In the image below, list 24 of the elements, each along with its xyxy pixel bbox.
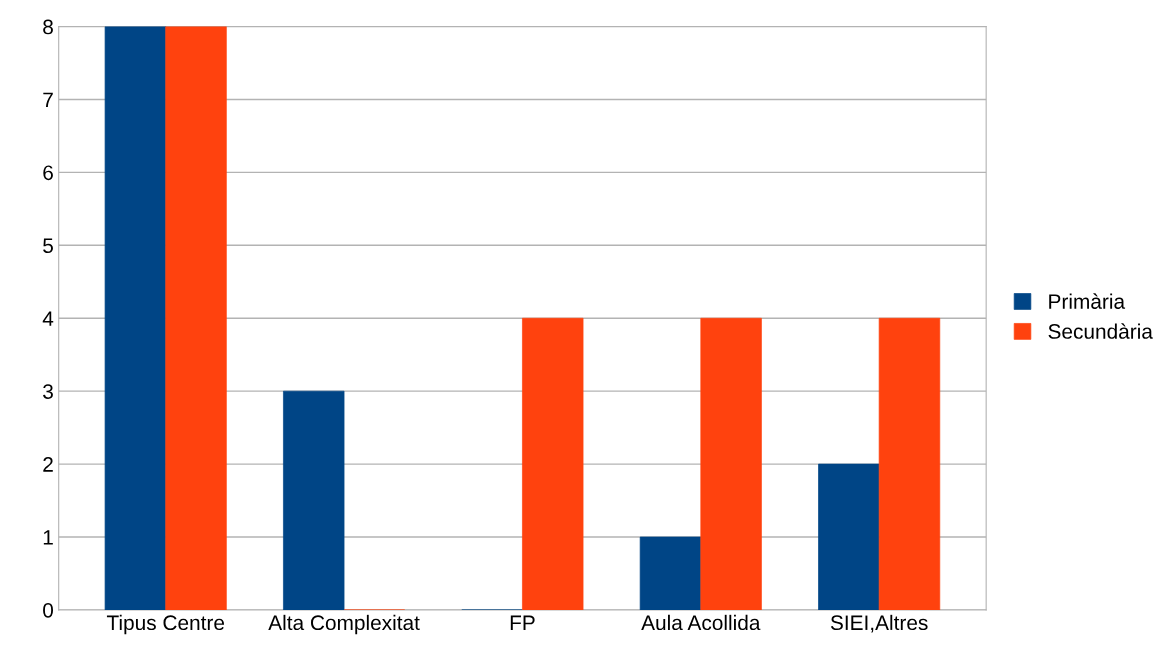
y-tick-label: 3 xyxy=(43,384,53,399)
y-tick-label: 6 xyxy=(43,165,53,181)
bar xyxy=(522,317,584,610)
bar xyxy=(700,317,762,610)
bar xyxy=(283,390,345,610)
y-tick-label: 0 xyxy=(43,602,54,618)
bar xyxy=(104,26,167,610)
x-tick-label: FP xyxy=(510,615,535,630)
legend-label: Secundària xyxy=(1048,323,1153,339)
y-tick-label: 4 xyxy=(42,311,54,326)
legend-label: Primària xyxy=(1049,293,1126,309)
x-tick-label: Aula Acollida xyxy=(641,614,761,631)
y-tick-label: 2 xyxy=(43,457,53,472)
x-tick-label: SIEI,Altres xyxy=(830,614,928,633)
x-tick-label: Tipus Centre xyxy=(106,614,225,635)
x-tick-label: Alta Complexitat xyxy=(268,614,420,635)
bar xyxy=(165,26,227,610)
y-tick-label: 8 xyxy=(43,19,53,35)
y-tick-label: 5 xyxy=(43,238,53,254)
y-tick-label: 1 xyxy=(43,530,53,545)
bar xyxy=(878,317,941,610)
bar xyxy=(818,463,880,610)
y-tick-label: 7 xyxy=(43,92,53,107)
bar xyxy=(639,536,702,610)
